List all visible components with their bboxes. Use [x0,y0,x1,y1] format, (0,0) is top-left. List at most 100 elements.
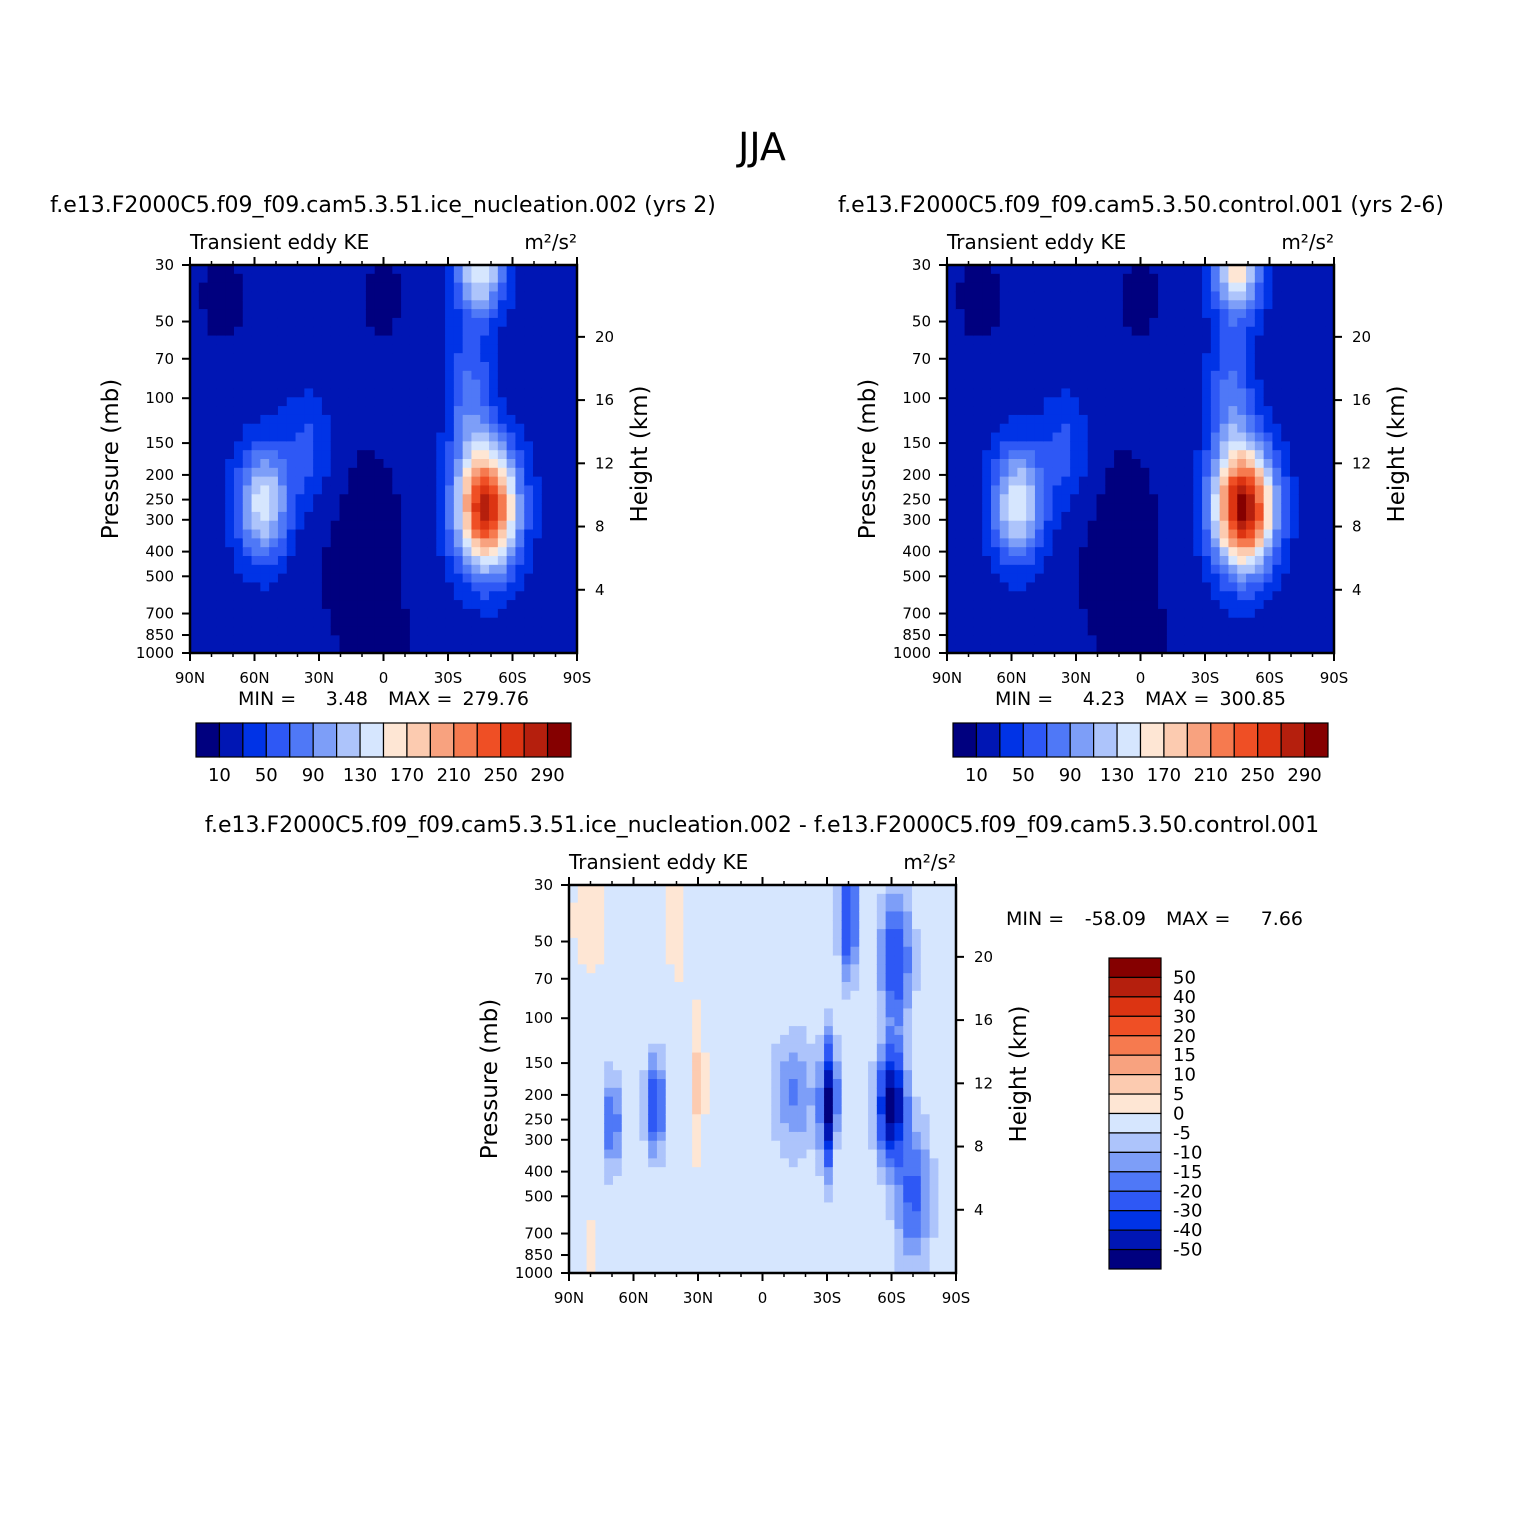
field-cell [568,335,578,345]
field-cell [630,1131,640,1142]
field-cell [736,1193,746,1204]
field-cell [648,964,658,974]
field-cell [648,1158,658,1168]
field-cell [692,1061,702,1071]
field-cell [286,608,297,619]
field-cell [700,1158,711,1168]
field-cell [1114,538,1124,548]
field-cell [639,920,649,930]
field-cell [621,1246,632,1256]
field-cell [357,520,367,531]
field-cell [569,990,579,1001]
field-cell [1272,273,1282,284]
field-cell [1202,397,1212,407]
field-cell [286,344,297,354]
field-cell [515,317,525,328]
field-cell [630,1079,640,1089]
field-cell [1070,300,1080,310]
field-cell [621,1158,632,1168]
field-cell [550,450,561,460]
field-cell [1272,406,1282,416]
field-cell [648,1220,658,1230]
field-cell [586,1246,596,1256]
field-cell [445,547,455,557]
field-cell [313,529,323,539]
field-cell [718,1140,728,1151]
field-cell [190,635,200,645]
field-cell [718,1052,728,1062]
field-cell [392,467,402,478]
field-cell [1237,414,1247,425]
field-cell [955,520,966,531]
field-cell [559,326,569,337]
field-cell [595,1079,605,1089]
field-cell [1078,300,1089,310]
field-cell [709,973,720,983]
field-cell [436,370,446,381]
field-cell [1158,617,1168,628]
field-cell [1034,485,1045,495]
field-cell [1070,397,1080,407]
field-cell [1175,441,1186,451]
field-cell [198,432,209,442]
field-cell [286,282,297,293]
field-cell [1193,309,1203,319]
field-cell [1210,309,1221,319]
field-cell [321,379,332,390]
field-cell [541,485,552,495]
field-cell [1070,626,1080,636]
field-cell [1316,309,1326,319]
contour-field [947,265,1335,654]
field-cell [1281,344,1291,354]
field-cell [550,608,561,619]
field-cell [569,1193,579,1204]
field-cell [445,300,455,310]
field-cell [1043,423,1054,434]
field-cell [683,946,693,957]
field-cell [1131,353,1142,363]
field-cell [295,344,305,354]
field-cell [1184,406,1194,416]
field-cell [277,300,288,310]
field-cell [357,273,367,284]
field-cell [1114,344,1124,354]
field-cell [242,414,253,425]
field-cell [1307,326,1318,337]
field-cell [700,1017,711,1027]
field-cell [295,423,305,434]
field-cell [1061,459,1071,469]
field-cell [286,388,297,398]
field-cell [604,1202,614,1212]
field-cell [216,494,226,504]
field-cell [1008,608,1018,619]
field-cell [709,1052,720,1062]
field-cell [1017,273,1027,284]
field-cell [1105,406,1115,416]
field-cell [462,635,473,645]
field-cell [515,423,525,434]
field-cell [1281,644,1291,654]
field-cell [1061,326,1071,337]
colorbar-swatch [1116,722,1142,758]
field-cell [462,414,473,425]
field-cell [621,1105,632,1115]
field-cell [1184,467,1194,478]
field-cell [1228,556,1238,566]
field-cell [692,1158,702,1168]
field-cell [568,494,578,504]
field-cell [541,556,552,566]
field-cell [1043,291,1054,301]
field-cell [1096,626,1106,636]
field-cell [1114,511,1124,522]
field-cell [1298,608,1309,619]
field-cell [586,1158,596,1168]
field-cell [1008,644,1018,654]
x-tick-label: 60S [1255,669,1284,687]
field-cell [401,485,411,495]
field-cell [348,556,358,566]
field-cell [1316,573,1326,584]
field-cell [392,309,402,319]
field-cell [1122,476,1133,487]
field-cell [1325,397,1335,407]
field-cell [1087,291,1098,301]
